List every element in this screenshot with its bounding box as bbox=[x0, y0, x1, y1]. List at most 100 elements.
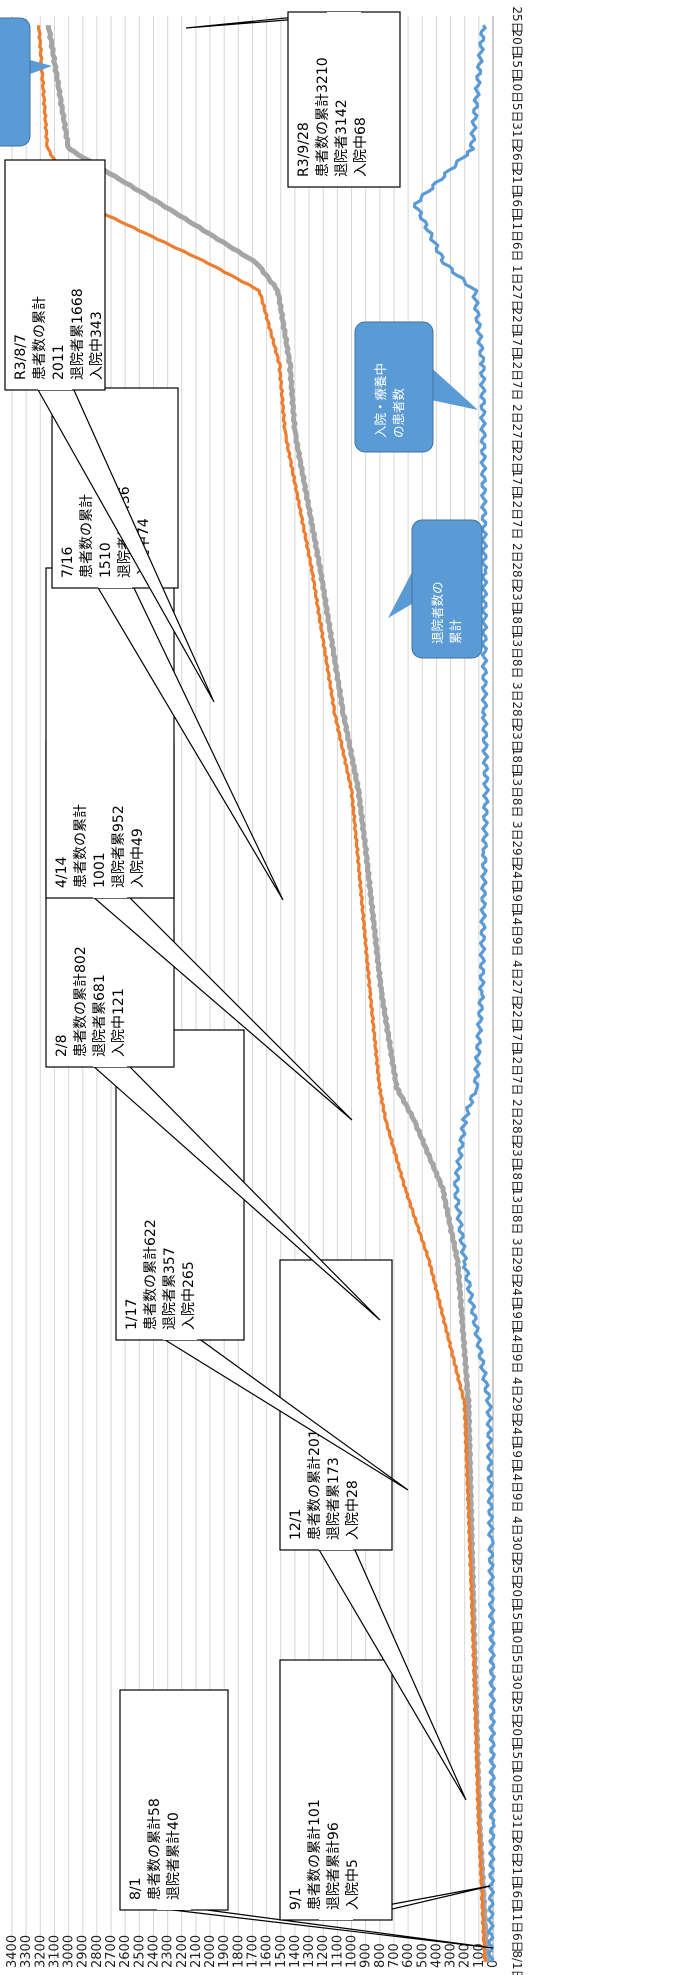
y-tick-label: 1700 bbox=[246, 1935, 261, 1968]
y-tick-label: 1400 bbox=[288, 1935, 303, 1968]
callout-text: 退院者累952 bbox=[111, 805, 127, 888]
callout-pointer-cover bbox=[93, 894, 127, 898]
y-tick-label: 1300 bbox=[302, 1935, 317, 1968]
x-tick-label: 26日 bbox=[510, 1837, 524, 1864]
x-tick-label: 8日 bbox=[510, 659, 524, 679]
callout-pointer-cover bbox=[157, 1906, 191, 1910]
x-tick-label: 27日 bbox=[510, 284, 524, 311]
x-tick-label: 25日 bbox=[510, 6, 524, 33]
series-label-box bbox=[0, 17, 31, 147]
y-tick-label: 2400 bbox=[146, 1935, 161, 1968]
callouts: 8/1 患者数の累計58 退院者累計40 9/1 患者数の累計101 退院者累計96 入院中… bbox=[4, 11, 494, 1949]
y-tick-label: 2500 bbox=[132, 1935, 147, 1968]
callout-text: 2/8 bbox=[54, 1034, 70, 1057]
series-lines bbox=[36, 24, 497, 1963]
callout-text: 患者数の累計 bbox=[79, 494, 95, 578]
y-tick-label: 2800 bbox=[90, 1935, 105, 1968]
callout-text: 患者数の累計 bbox=[32, 296, 48, 380]
series-label-text: 退院者数の bbox=[430, 581, 445, 644]
x-tick-label: 19日 bbox=[510, 1304, 524, 1331]
callout-box bbox=[279, 1259, 393, 1551]
x-tick-label: 5日 bbox=[510, 103, 524, 123]
x-tick-label: 13日 bbox=[510, 771, 524, 798]
x-tick-label: 29日 bbox=[510, 1257, 524, 1284]
x-tick-label: 9日 bbox=[510, 937, 524, 957]
x-tick-label: 23日 bbox=[510, 586, 524, 613]
x-tick-label: 5日 bbox=[510, 1794, 524, 1814]
callout-text: 2011 bbox=[51, 344, 67, 380]
callout: 8/1 患者数の累計58 退院者累計40 bbox=[119, 1689, 494, 1949]
x-tick-label: 4日 bbox=[510, 1377, 524, 1397]
x-tick-label: 3日 bbox=[510, 821, 524, 841]
y-tick-label: 2600 bbox=[118, 1935, 133, 1968]
y-tick-label: 1000 bbox=[345, 1935, 360, 1968]
y-tick-label: 200 bbox=[458, 1943, 473, 1968]
x-tick-label: 10日 bbox=[510, 1628, 524, 1655]
series-label-pointer bbox=[30, 60, 52, 74]
x-tick-label: 17日 bbox=[510, 470, 524, 497]
series-label-pointer bbox=[431, 367, 478, 410]
x-tick-label: 8日 bbox=[510, 798, 524, 818]
x-tick-label: 14日 bbox=[510, 1466, 524, 1493]
x-tick-label: 9日 bbox=[510, 1493, 524, 1513]
callout-box bbox=[4, 159, 106, 391]
series-label-partial bbox=[0, 17, 52, 147]
x-tick-label: 16日 bbox=[510, 1883, 524, 1910]
y-tick-label: 3300 bbox=[19, 1935, 34, 1968]
callout-box bbox=[279, 1659, 393, 1921]
x-tick-label: 29日 bbox=[510, 840, 524, 867]
x-tick-label: 2日 bbox=[510, 543, 524, 563]
x-tick-label: 28日 bbox=[510, 1118, 524, 1145]
x-axis-tick-labels: 8/1日6日11日16日21日26日31日5日10日15日20日25日30日5日… bbox=[510, 6, 524, 1975]
x-tick-label: 25日 bbox=[510, 1698, 524, 1725]
x-tick-label: 25日 bbox=[510, 1559, 524, 1586]
callout-text: 入院中5 bbox=[345, 1859, 361, 1910]
x-tick-label: 18日 bbox=[510, 609, 524, 636]
callout-text: 退院者累1668 bbox=[70, 288, 86, 380]
y-tick-label: 700 bbox=[387, 1943, 402, 1968]
x-tick-label: 4日 bbox=[510, 1516, 524, 1536]
callout-pointer-cover bbox=[38, 386, 72, 390]
x-tick-label: 28日 bbox=[510, 562, 524, 589]
x-tick-label: 5日 bbox=[510, 1655, 524, 1675]
callout-text: 患者数の累計802 bbox=[73, 946, 89, 1057]
callout-text: 入院中121 bbox=[111, 988, 127, 1057]
callout-text: 退院者累計96 bbox=[326, 1822, 342, 1910]
x-tick-label: 20日 bbox=[510, 1582, 524, 1609]
x-tick-label: 19日 bbox=[510, 887, 524, 914]
series-label-text: 累計 bbox=[448, 619, 463, 644]
x-tick-label: 22日 bbox=[510, 1003, 524, 1030]
y-tick-label: 3200 bbox=[33, 1935, 48, 1968]
x-tick-label: 24日 bbox=[510, 1281, 524, 1308]
callout: 1/17 患者数の累計622 退院者累357 入院中265 bbox=[115, 1029, 409, 1491]
y-axis-tick-labels: 0100200300400500600700800900100011001200… bbox=[5, 1935, 501, 1968]
x-tick-label: 12日 bbox=[510, 1049, 524, 1076]
y-tick-label: 2300 bbox=[161, 1935, 176, 1968]
y-tick-label: 1200 bbox=[316, 1935, 331, 1968]
x-tick-label: 3日 bbox=[510, 682, 524, 702]
x-tick-label: 7日 bbox=[510, 520, 524, 540]
x-tick-label: 10日 bbox=[510, 1767, 524, 1794]
x-tick-label: 6日 bbox=[510, 1933, 524, 1953]
callout-text: 退院者累計40 bbox=[166, 1812, 182, 1900]
callout-text: 1510 bbox=[98, 542, 114, 578]
x-tick-label: 7日 bbox=[510, 381, 524, 401]
x-tick-label: 6日 bbox=[510, 242, 524, 262]
y-tick-label: 300 bbox=[444, 1943, 459, 1968]
y-tick-label: 2700 bbox=[104, 1935, 119, 1968]
y-tick-label: 2900 bbox=[76, 1935, 91, 1968]
y-tick-label: 600 bbox=[401, 1943, 416, 1968]
callout-box bbox=[287, 11, 401, 188]
callout-text: 8/1 bbox=[128, 1877, 144, 1900]
x-tick-label: 7日 bbox=[510, 1076, 524, 1096]
callout: 12/1 患者数の累計201 退院者累173 入院中28 bbox=[279, 1259, 467, 1801]
callout-pointer-cover bbox=[319, 1916, 353, 1920]
x-tick-label: 26日 bbox=[510, 145, 524, 172]
series-line-hospitalized bbox=[412, 24, 497, 1963]
callout-text: 退院者累173 bbox=[326, 1457, 342, 1540]
callout-text: 患者数の累計201 bbox=[307, 1429, 323, 1540]
callout-text: 4/14 bbox=[54, 856, 70, 888]
series-line-cumulative bbox=[36, 24, 487, 1963]
x-tick-label: 31日 bbox=[510, 122, 524, 149]
